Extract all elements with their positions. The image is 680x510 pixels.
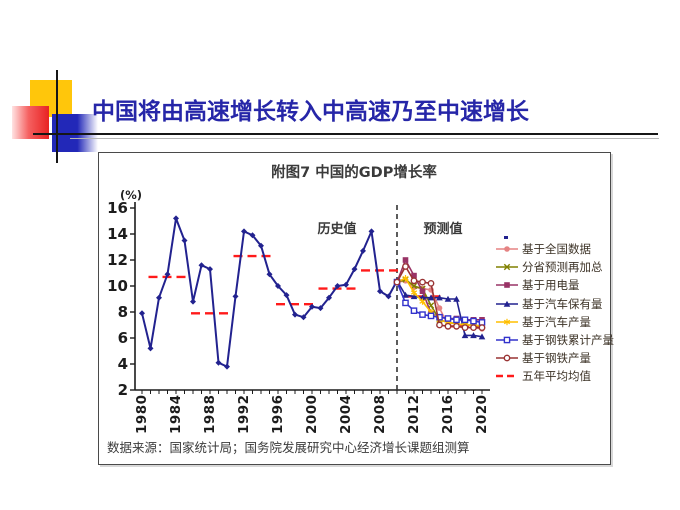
legend-item: 五年平均均值 [496,367,614,385]
x-tick-label: 2020 [474,394,490,434]
x-tick-label: 2004 [338,394,354,434]
legend-label: 基于汽车产量 [522,314,591,329]
x-tick-label: 2008 [372,394,388,434]
legend-item: 基于钢铁产量 [496,349,614,367]
legend-item: 基于钢铁累计产量 [496,331,614,349]
legend-marker-x-icon [496,264,518,271]
y-tick-label: 2 [117,381,128,399]
y-tick-label: 10 [107,277,128,295]
x-tick-label: 1980 [134,394,150,434]
legend-label: 基于全国数据 [522,242,591,257]
forecast-zone-label: 预测值 [423,222,463,237]
y-tick-label: 6 [117,329,128,347]
y-tick-label: 12 [107,251,128,269]
legend-marker-triangle-icon [496,300,518,307]
legend-label: 基于汽车保有量 [522,296,603,311]
stray-marker-artifact [504,236,508,239]
x-tick-label: 1992 [236,394,252,434]
chart-frame [98,152,611,465]
y-tick-label: 8 [117,303,128,321]
y-tick-label: 16 [107,199,128,217]
title-underline [33,133,658,135]
legend-label: 基于钢铁累计产量 [522,333,614,348]
legend-label: 分省预测再加总 [522,260,603,275]
slide-title: 中国将由高速增长转入中高速乃至中速增长 [92,99,529,124]
legend-label: 五年平均均值 [522,369,591,384]
y-tick-label: 4 [117,355,128,373]
x-tick-label: 2016 [440,394,456,434]
decoration-vertical-line [56,70,58,163]
chart-title: 附图7 中国的GDP增长率 [271,165,437,181]
chart-legend: 基于全国数据 分省预测再加总 基于用电量基于汽车保有量 基于汽车产量基于钢铁累计产量基… [496,240,614,386]
x-tick-label: 1988 [202,394,218,434]
x-tick-label: 2000 [304,394,320,434]
legend-marker-circle-icon [496,246,518,252]
legend-label: 基于钢铁产量 [522,351,591,366]
x-tick-label: 1996 [270,394,286,434]
x-tick-label: 1984 [168,394,184,434]
legend-item: 基于汽车保有量 [496,295,614,313]
legend-marker-asterisk-icon [496,318,518,326]
legend-marker-square-icon [496,282,518,289]
legend-marker-circle-open-icon [496,354,518,362]
legend-item: 基于用电量 [496,276,614,294]
data-source-note: 数据来源：国家统计局；国务院发展研究中心经济增长课题组测算 [107,440,470,455]
legend-item: 基于汽车产量 [496,313,614,331]
legend-item: 基于全国数据 [496,240,614,258]
x-tick-label: 2012 [406,394,422,434]
legend-marker-dash-icon [496,375,518,378]
legend-item: 分省预测再加总 [496,258,614,276]
legend-label: 基于用电量 [522,278,580,293]
y-tick-label: 14 [107,225,128,243]
legend-marker-square-open-icon [496,336,518,344]
title-underline-shadow [70,138,659,139]
history-zone-label: 历史值 [317,222,357,237]
y-axis-unit-label: (%) [120,188,143,202]
